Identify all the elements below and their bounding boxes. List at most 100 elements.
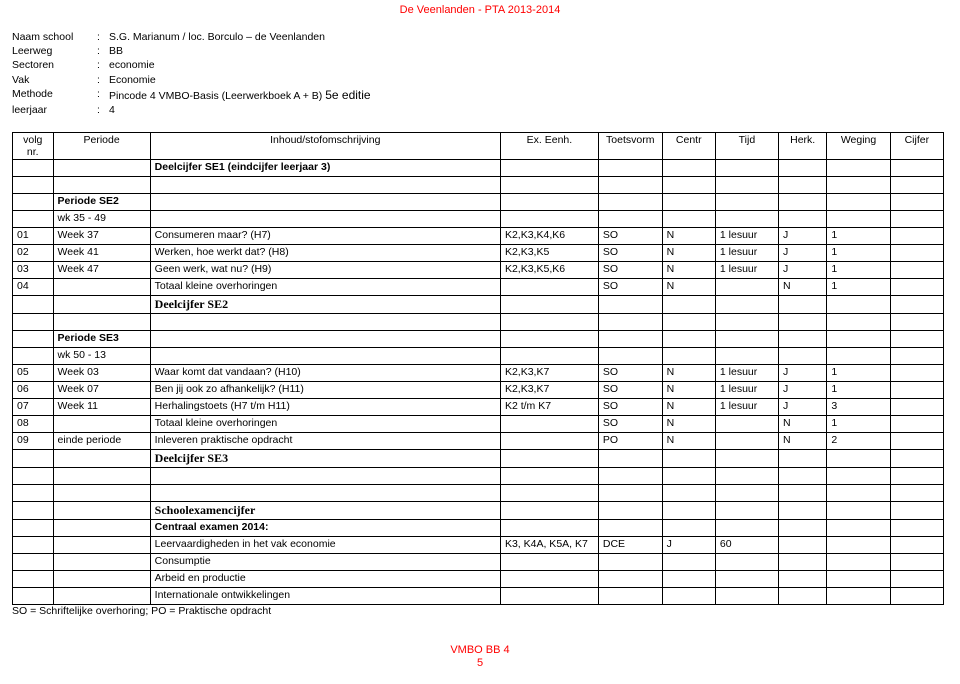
cell-cij	[890, 485, 943, 502]
cell-cij	[890, 520, 943, 537]
cell-tijd	[715, 279, 778, 296]
cell-per	[53, 314, 150, 331]
cell-ex	[500, 348, 598, 365]
cell-weg	[827, 211, 890, 228]
table-row	[13, 485, 944, 502]
cell-cen: J	[662, 537, 715, 554]
cell-herk	[778, 554, 826, 571]
cell-weg: 1	[827, 416, 890, 433]
cell-tijd: 1 lesuur	[715, 399, 778, 416]
table-row: 06Week 07Ben jij ook zo afhankelijk? (H1…	[13, 382, 944, 399]
col-nr: volg nr.	[13, 133, 54, 160]
cell-tijd	[715, 296, 778, 314]
cell-nr: 01	[13, 228, 54, 245]
cell-per	[53, 279, 150, 296]
cell-ex: K2,K3,K7	[500, 365, 598, 382]
meta-colon: :	[97, 103, 109, 117]
cell-cen	[662, 502, 715, 520]
cell-weg	[827, 314, 890, 331]
table-row: Leervaardigheden in het vak economieK3, …	[13, 537, 944, 554]
cell-ex: K2,K3,K7	[500, 382, 598, 399]
cell-weg: 3	[827, 399, 890, 416]
cell-per	[53, 160, 150, 177]
cell-herk	[778, 314, 826, 331]
cell-tv	[598, 485, 662, 502]
cell-tv	[598, 296, 662, 314]
cell-tijd: 1 lesuur	[715, 228, 778, 245]
cell-cij	[890, 433, 943, 450]
table-row	[13, 314, 944, 331]
cell-tijd	[715, 160, 778, 177]
table-row: Arbeid en productie	[13, 571, 944, 588]
cell-cen: N	[662, 399, 715, 416]
cell-herk	[778, 588, 826, 605]
cell-tv	[598, 314, 662, 331]
cell-per	[53, 485, 150, 502]
cell-tv: SO	[598, 365, 662, 382]
cell-ex	[500, 194, 598, 211]
cell-weg	[827, 571, 890, 588]
meta-block: Naam school:S.G. Marianum / loc. Borculo…	[12, 30, 371, 117]
cell-cij	[890, 554, 943, 571]
cell-herk	[778, 468, 826, 485]
cell-weg	[827, 177, 890, 194]
table-row: Internationale ontwikkelingen	[13, 588, 944, 605]
cell-nr	[13, 348, 54, 365]
cell-cen	[662, 314, 715, 331]
cell-cen: N	[662, 382, 715, 399]
cell-weg	[827, 554, 890, 571]
cell-cen	[662, 571, 715, 588]
cell-tv	[598, 468, 662, 485]
col-ex: Ex. Eenh.	[500, 133, 598, 160]
cell-ex: K2,K3,K5,K6	[500, 262, 598, 279]
cell-inh	[150, 468, 500, 485]
cell-inh: Geen werk, wat nu? (H9)	[150, 262, 500, 279]
cell-ex	[500, 296, 598, 314]
meta-value: Pincode 4 VMBO-Basis (Leerwerkboek A + B…	[109, 87, 371, 103]
cell-cen	[662, 554, 715, 571]
cell-tijd	[715, 416, 778, 433]
cell-inh	[150, 194, 500, 211]
cell-cij	[890, 365, 943, 382]
table-row: 09einde periodeInleveren praktische opdr…	[13, 433, 944, 450]
meta-value: S.G. Marianum / loc. Borculo – de Veenla…	[109, 30, 325, 44]
cell-herk	[778, 485, 826, 502]
cell-weg: 1	[827, 365, 890, 382]
cell-weg: 1	[827, 382, 890, 399]
cell-per	[53, 571, 150, 588]
cell-weg	[827, 485, 890, 502]
cell-per	[53, 450, 150, 468]
footer-line1: VMBO BB 4	[450, 644, 509, 656]
table-row: 02Week 41Werken, hoe werkt dat? (H8)K2,K…	[13, 245, 944, 262]
cell-tijd: 1 lesuur	[715, 262, 778, 279]
cell-tijd	[715, 554, 778, 571]
cell-cen: N	[662, 245, 715, 262]
cell-herk	[778, 211, 826, 228]
cell-tijd	[715, 588, 778, 605]
cell-ex	[500, 433, 598, 450]
cell-cen	[662, 485, 715, 502]
cell-tijd	[715, 468, 778, 485]
cell-cen	[662, 450, 715, 468]
cell-cen: N	[662, 416, 715, 433]
cell-tv	[598, 588, 662, 605]
cell-per: Periode SE3	[53, 331, 150, 348]
cell-tijd	[715, 520, 778, 537]
cell-cij	[890, 382, 943, 399]
table-row: Deelcijfer SE2	[13, 296, 944, 314]
cell-weg: 1	[827, 245, 890, 262]
table-row: 05Week 03Waar komt dat vandaan? (H10)K2,…	[13, 365, 944, 382]
cell-cen: N	[662, 262, 715, 279]
cell-ex	[500, 485, 598, 502]
cell-cij	[890, 177, 943, 194]
cell-tv: SO	[598, 399, 662, 416]
cell-per: einde periode	[53, 433, 150, 450]
cell-per: Periode SE2	[53, 194, 150, 211]
cell-nr	[13, 450, 54, 468]
table-row: Periode SE2	[13, 194, 944, 211]
cell-per	[53, 416, 150, 433]
cell-inh: Totaal kleine overhoringen	[150, 416, 500, 433]
cell-nr	[13, 331, 54, 348]
cell-weg	[827, 502, 890, 520]
cell-nr	[13, 160, 54, 177]
